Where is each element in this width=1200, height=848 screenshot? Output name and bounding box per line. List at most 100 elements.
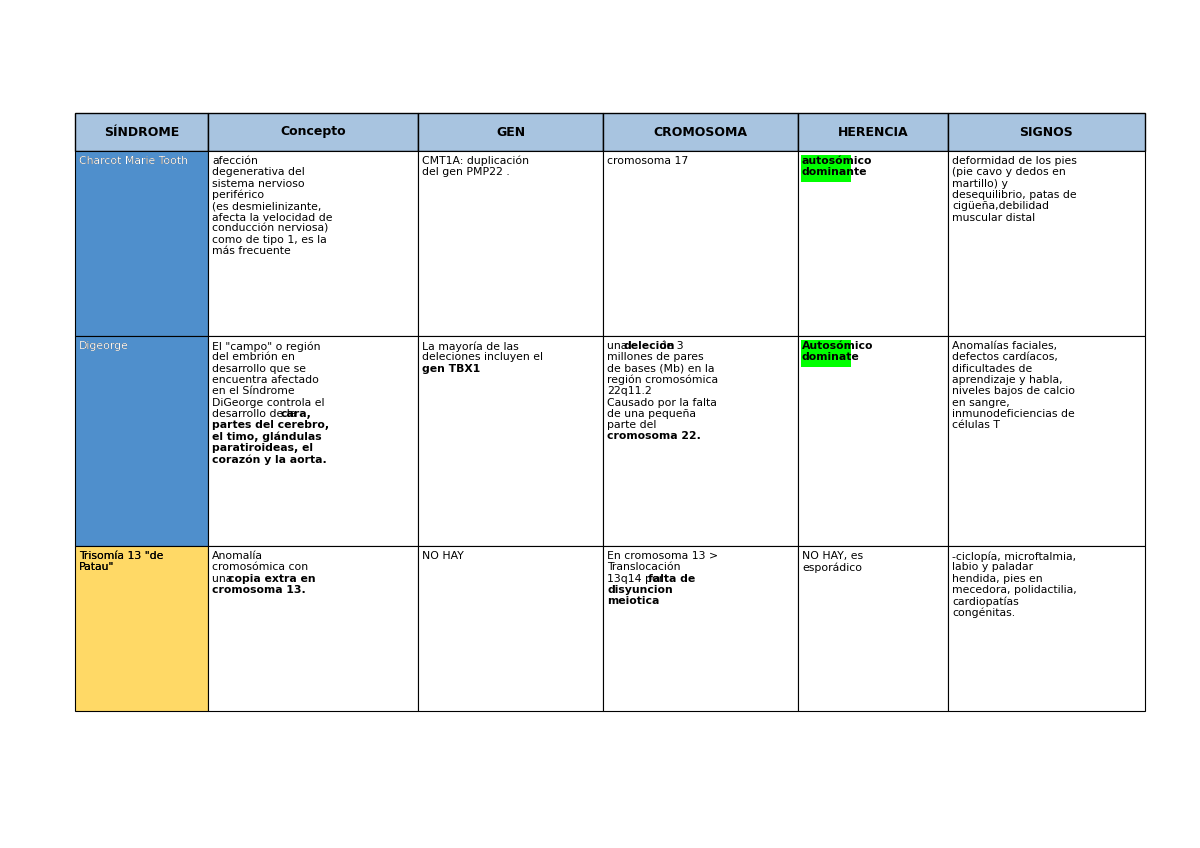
- Text: desarrollo que se: desarrollo que se: [212, 364, 306, 374]
- Text: -ciclopía, microftalmia,: -ciclopía, microftalmia,: [952, 551, 1076, 561]
- Bar: [604, 336, 798, 546]
- Bar: [74, 113, 208, 151]
- Bar: [798, 546, 948, 711]
- Text: HERENCIA: HERENCIA: [838, 126, 908, 138]
- Bar: [208, 336, 418, 546]
- Text: falta de: falta de: [648, 573, 695, 583]
- Text: El "campo" o región: El "campo" o región: [212, 341, 320, 352]
- Text: En cromosoma 13 >: En cromosoma 13 >: [607, 551, 718, 561]
- Text: autosómico: autosómico: [802, 156, 872, 166]
- Bar: [948, 336, 1145, 546]
- Bar: [604, 151, 798, 336]
- Bar: [74, 546, 208, 711]
- Text: del embrión en: del embrión en: [212, 352, 295, 362]
- Text: como de tipo 1, es la: como de tipo 1, es la: [212, 235, 326, 245]
- Text: (pie cavo y dedos en: (pie cavo y dedos en: [952, 167, 1066, 177]
- Text: niveles bajos de calcio: niveles bajos de calcio: [952, 386, 1075, 396]
- Text: cara,: cara,: [281, 409, 312, 419]
- Text: gen TBX1: gen TBX1: [422, 364, 480, 374]
- Bar: [74, 336, 208, 546]
- Text: sistema nervioso: sistema nervioso: [212, 179, 305, 188]
- Text: afecta la velocidad de: afecta la velocidad de: [212, 213, 332, 222]
- Text: CROMOSOMA: CROMOSOMA: [654, 126, 748, 138]
- Text: conducción nerviosa): conducción nerviosa): [212, 224, 329, 234]
- Text: Patau": Patau": [79, 562, 114, 572]
- Text: Trisomía 13 "de: Trisomía 13 "de: [79, 551, 163, 561]
- Text: una: una: [607, 341, 631, 351]
- Bar: [948, 151, 1145, 336]
- Text: corazón y la aorta.: corazón y la aorta.: [212, 454, 326, 465]
- Text: afección: afección: [212, 156, 258, 166]
- Text: dominante: dominante: [802, 167, 868, 177]
- Text: millones de pares: millones de pares: [607, 352, 703, 362]
- Text: en el Síndrome: en el Síndrome: [212, 386, 295, 396]
- Text: copia extra en: copia extra en: [228, 573, 316, 583]
- Text: NO HAY: NO HAY: [422, 551, 463, 561]
- Text: Concepto: Concepto: [280, 126, 346, 138]
- Text: deleciones incluyen el: deleciones incluyen el: [422, 352, 542, 362]
- Text: Autosómico: Autosómico: [802, 341, 874, 351]
- Text: parte del: parte del: [607, 420, 656, 430]
- Bar: [208, 546, 418, 711]
- Text: (es desmielinizante,: (es desmielinizante,: [212, 201, 322, 211]
- Bar: [418, 151, 604, 336]
- Text: esporádico: esporádico: [802, 562, 862, 572]
- Text: Digeorge: Digeorge: [79, 341, 128, 351]
- Bar: [418, 546, 604, 711]
- Text: congénitas.: congénitas.: [952, 607, 1015, 618]
- Bar: [74, 151, 208, 336]
- Text: degenerativa del: degenerativa del: [212, 167, 305, 177]
- Text: cigüeña,debilidad: cigüeña,debilidad: [952, 201, 1049, 211]
- Text: cardiopatías: cardiopatías: [952, 596, 1019, 606]
- Text: Charcot Marie Tooth: Charcot Marie Tooth: [79, 156, 188, 166]
- Text: hendida, pies en: hendida, pies en: [952, 573, 1043, 583]
- Text: muscular distal: muscular distal: [952, 213, 1036, 222]
- Text: 22q11.2: 22q11.2: [607, 386, 652, 396]
- Text: de 3: de 3: [655, 341, 683, 351]
- Bar: [948, 546, 1145, 711]
- Text: Causado por la falta: Causado por la falta: [607, 398, 716, 408]
- Text: desequilibrio, patas de: desequilibrio, patas de: [952, 190, 1076, 200]
- Text: inmunodeficiencias de: inmunodeficiencias de: [952, 409, 1075, 419]
- Bar: [418, 113, 604, 151]
- Text: Trisomía 13 "de: Trisomía 13 "de: [79, 551, 163, 561]
- Text: Anomalía: Anomalía: [212, 551, 263, 561]
- Text: disyuncion: disyuncion: [607, 585, 673, 595]
- Text: del gen PMP22 .: del gen PMP22 .: [422, 167, 510, 177]
- Text: mecedora, polidactilia,: mecedora, polidactilia,: [952, 585, 1076, 595]
- Text: periférico: periférico: [212, 190, 264, 200]
- Bar: [948, 113, 1145, 151]
- Text: cromosómica con: cromosómica con: [212, 562, 308, 572]
- Bar: [604, 546, 798, 711]
- Text: meiotica: meiotica: [607, 596, 659, 606]
- Text: paratiroideas, el: paratiroideas, el: [212, 443, 313, 453]
- Text: Charcot Marie Tooth: Charcot Marie Tooth: [79, 156, 188, 166]
- Text: cromosoma 17: cromosoma 17: [607, 156, 689, 166]
- Text: martillo) y: martillo) y: [952, 179, 1008, 188]
- Text: el timo, glándulas: el timo, glándulas: [212, 432, 322, 442]
- Text: en sangre,: en sangre,: [952, 398, 1009, 408]
- Text: de una pequeña: de una pequeña: [607, 409, 696, 419]
- Text: SIGNOS: SIGNOS: [1020, 126, 1073, 138]
- Text: más frecuente: más frecuente: [212, 247, 290, 256]
- Bar: [208, 113, 418, 151]
- Text: CMT1A: duplicación: CMT1A: duplicación: [422, 156, 529, 166]
- Text: de bases (Mb) en la: de bases (Mb) en la: [607, 364, 714, 374]
- Text: DiGeorge controla el: DiGeorge controla el: [212, 398, 324, 408]
- Bar: [798, 113, 948, 151]
- Text: cromosoma 22.: cromosoma 22.: [607, 432, 701, 442]
- Text: región cromosómica: región cromosómica: [607, 375, 718, 386]
- Text: La mayoría de las: La mayoría de las: [422, 341, 518, 352]
- Text: deformidad de los pies: deformidad de los pies: [952, 156, 1076, 166]
- Text: células T: células T: [952, 420, 1000, 430]
- Bar: [208, 151, 418, 336]
- Text: 13q14 por: 13q14 por: [607, 573, 667, 583]
- Text: Anomalías faciales,: Anomalías faciales,: [952, 341, 1057, 351]
- Text: Patau": Patau": [79, 562, 114, 572]
- Text: GEN: GEN: [496, 126, 526, 138]
- Text: NO HAY, es: NO HAY, es: [802, 551, 863, 561]
- Text: dificultades de: dificultades de: [952, 364, 1032, 374]
- Bar: [802, 155, 851, 181]
- Text: SÍNDROME: SÍNDROME: [104, 126, 179, 138]
- Text: labio y paladar: labio y paladar: [952, 562, 1033, 572]
